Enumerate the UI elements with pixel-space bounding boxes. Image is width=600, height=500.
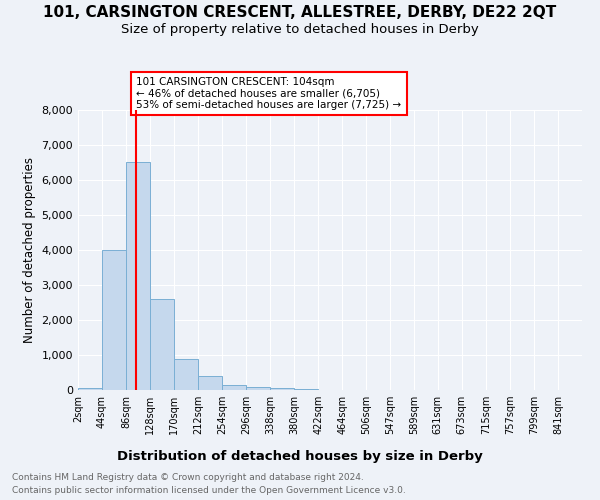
Text: 101 CARSINGTON CRESCENT: 104sqm
← 46% of detached houses are smaller (6,705)
53%: 101 CARSINGTON CRESCENT: 104sqm ← 46% of… [136,77,401,110]
Text: Contains HM Land Registry data © Crown copyright and database right 2024.: Contains HM Land Registry data © Crown c… [12,472,364,482]
Bar [222,385,246,390]
Bar [294,389,318,390]
Bar [126,162,150,390]
Bar [246,387,270,390]
Y-axis label: Number of detached properties: Number of detached properties [23,157,36,343]
Bar [102,250,126,390]
Bar [198,376,222,390]
Text: Distribution of detached houses by size in Derby: Distribution of detached houses by size … [117,450,483,463]
Bar [150,299,174,390]
Bar [174,358,198,390]
Bar [78,388,102,390]
Text: Size of property relative to detached houses in Derby: Size of property relative to detached ho… [121,22,479,36]
Text: Contains public sector information licensed under the Open Government Licence v3: Contains public sector information licen… [12,486,406,495]
Text: 101, CARSINGTON CRESCENT, ALLESTREE, DERBY, DE22 2QT: 101, CARSINGTON CRESCENT, ALLESTREE, DER… [43,5,557,20]
Bar [270,388,294,390]
